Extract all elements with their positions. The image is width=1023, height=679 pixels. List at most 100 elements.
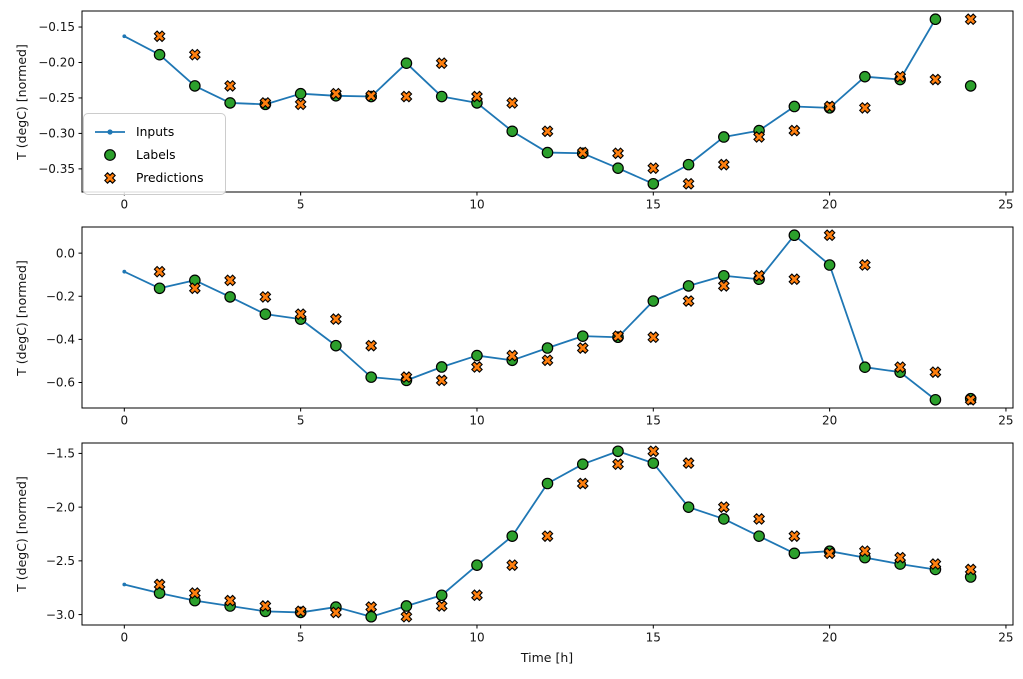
prediction-marker	[964, 563, 977, 576]
prediction-marker	[612, 458, 624, 471]
y-tick-label: −0.30	[38, 127, 75, 141]
x-tick-label: 15	[646, 414, 661, 428]
prediction-marker	[224, 274, 237, 287]
prediction-marker	[717, 501, 730, 514]
label-marker	[929, 393, 942, 406]
label-marker	[718, 131, 730, 143]
prediction-marker	[612, 147, 624, 160]
prediction-marker	[753, 269, 766, 282]
label-marker	[435, 90, 448, 103]
prediction-marker	[753, 513, 766, 525]
label-marker	[541, 477, 554, 490]
predictions-markers	[153, 13, 977, 190]
label-marker	[541, 146, 554, 159]
label-marker	[823, 259, 836, 271]
y-tick-label: −3.0	[46, 608, 75, 622]
y-tick-label: −0.15	[38, 20, 75, 34]
prediction-marker	[329, 313, 342, 326]
label-marker	[365, 371, 377, 383]
y-tick-label: −2.5	[46, 554, 75, 568]
prediction-marker	[858, 101, 871, 114]
legend-label-inputs: Inputs	[136, 124, 175, 139]
prediction-marker	[894, 551, 907, 564]
prediction-marker	[858, 545, 871, 558]
label-marker	[400, 600, 413, 612]
prediction-marker	[576, 146, 589, 159]
label-marker	[506, 530, 519, 542]
prediction-marker	[717, 158, 730, 171]
inputs-dot-markers	[122, 233, 938, 402]
prediction-marker	[753, 131, 766, 143]
prediction-marker	[823, 229, 836, 242]
prediction-marker	[506, 349, 519, 362]
prediction-marker	[717, 279, 730, 292]
input-dot-marker	[122, 34, 127, 39]
label-marker	[929, 13, 942, 26]
label-marker	[788, 100, 801, 113]
labels-marker-icon	[104, 148, 116, 161]
x-tick-label: 10	[469, 631, 484, 645]
plot-spines	[81, 10, 1014, 193]
prediction-marker	[400, 610, 413, 623]
y-tick-label: 0.0	[56, 246, 75, 260]
prediction-marker	[823, 100, 836, 113]
predictions-markers	[153, 445, 977, 623]
label-marker	[541, 342, 554, 354]
prediction-marker	[647, 445, 660, 458]
x-tick-label: 10	[469, 198, 484, 212]
inputs-dot-markers	[122, 449, 938, 619]
legend: Inputs Labels Predictions	[83, 113, 226, 195]
prediction-marker	[188, 587, 201, 600]
prediction-marker	[188, 48, 201, 61]
prediction-marker	[471, 90, 483, 103]
predictions-marker-icon	[104, 171, 116, 184]
prediction-marker	[329, 606, 342, 619]
label-marker	[788, 229, 801, 242]
prediction-marker	[400, 371, 413, 384]
x-tick-label: 20	[822, 414, 837, 428]
label-marker	[294, 87, 307, 100]
label-marker	[435, 361, 448, 373]
x-tick-label: 15	[646, 631, 661, 645]
prediction-marker	[788, 124, 801, 137]
prediction-marker	[365, 601, 378, 613]
prediction-marker	[964, 13, 977, 26]
prediction-marker	[929, 73, 942, 86]
x-tick-label: 5	[297, 414, 305, 428]
legend-label-predictions: Predictions	[136, 170, 204, 185]
y-axis-label-subplot-1: T (degC) [normed]	[14, 44, 29, 160]
y-tick-label: −0.35	[38, 162, 75, 176]
prediction-marker	[329, 87, 342, 100]
prediction-marker	[435, 57, 448, 70]
prediction-marker	[964, 393, 977, 406]
prediction-marker	[365, 339, 378, 352]
prediction-marker	[894, 70, 907, 83]
label-marker	[471, 349, 483, 362]
prediction-marker	[259, 290, 272, 303]
label-marker	[753, 530, 765, 542]
x-tick-label: 10	[469, 414, 484, 428]
prediction-marker	[647, 331, 660, 344]
inputs-line	[123, 18, 937, 185]
prediction-marker	[294, 98, 307, 111]
x-tick-label: 20	[822, 198, 837, 212]
prediction-marker	[541, 125, 554, 138]
prediction-marker	[788, 530, 801, 543]
prediction-marker	[506, 559, 519, 572]
label-marker	[259, 308, 272, 320]
prediction-marker	[294, 605, 307, 618]
x-tick-label: 0	[120, 198, 128, 212]
y-tick-label: −0.6	[46, 376, 75, 390]
subplot-3: 0 5 10 15 20 25 −1.5 −2.0 −2.5 −3.0	[46, 442, 1014, 645]
y-tick-label: −0.4	[46, 333, 75, 347]
label-marker	[718, 513, 730, 525]
prediction-marker	[541, 354, 554, 367]
prediction-marker	[259, 600, 272, 612]
prediction-marker	[153, 578, 166, 591]
label-marker	[400, 57, 413, 70]
label-marker	[647, 177, 660, 190]
y-axis-label-subplot-3: T (degC) [normed]	[14, 476, 29, 592]
label-marker	[576, 458, 589, 470]
label-marker	[682, 501, 695, 513]
